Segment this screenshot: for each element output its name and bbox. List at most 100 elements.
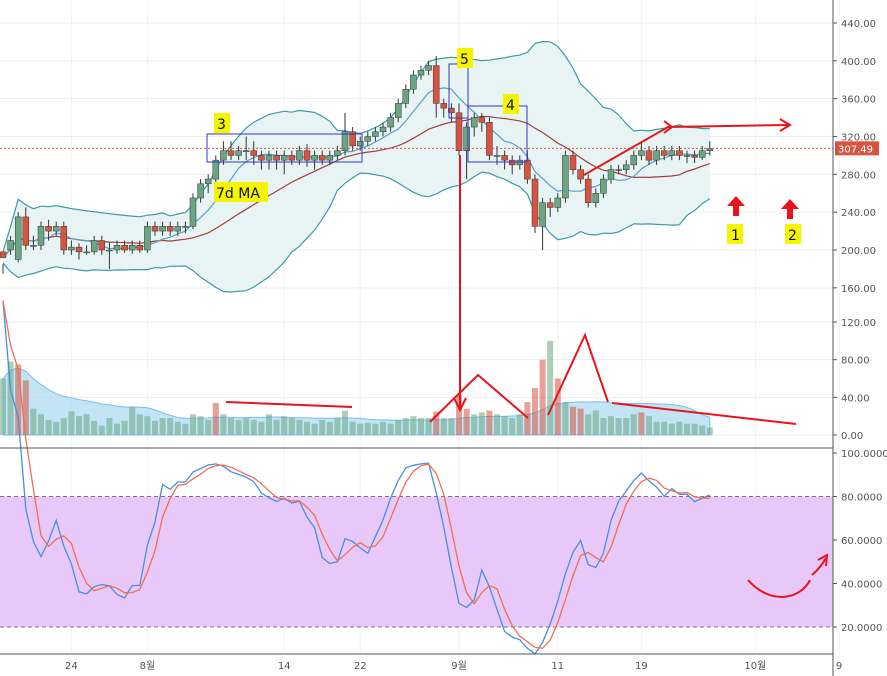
candle-body — [364, 136, 372, 142]
label-2: 2 — [788, 228, 797, 244]
label-4: 4 — [506, 98, 515, 114]
candle-body — [440, 103, 448, 109]
volume-bar — [380, 421, 386, 435]
candle-body — [387, 117, 394, 128]
volume-bar — [691, 423, 698, 435]
volume-bar — [471, 414, 478, 435]
volume-bar — [7, 361, 14, 435]
volume-bar — [326, 421, 333, 435]
candle-body — [151, 226, 159, 232]
volume-bar — [516, 414, 523, 435]
volume-bar — [387, 423, 394, 435]
candle-body — [508, 159, 516, 166]
price-tick-label: 200.00 — [841, 246, 876, 257]
volume-bar — [539, 359, 546, 435]
candle-body — [83, 251, 90, 254]
volume-tick-label: 80.00 — [841, 356, 870, 367]
candle-body — [562, 155, 569, 199]
candle-body — [303, 150, 311, 161]
volume-bar — [364, 422, 371, 435]
candle-body — [516, 159, 524, 166]
candle-body — [417, 70, 425, 76]
candle-body — [14, 216, 22, 260]
candle-body — [212, 159, 220, 180]
bollinger-lower-band — [2, 171, 711, 293]
time-tick-label: 22 — [354, 661, 367, 672]
candle-body — [470, 117, 478, 128]
candle-body — [524, 159, 531, 180]
volume-bar — [342, 410, 348, 435]
candle-body — [242, 150, 250, 152]
candle-body — [166, 226, 174, 232]
candle-body — [52, 226, 60, 232]
candle-body — [349, 131, 356, 147]
volume-bar — [152, 420, 158, 435]
candle-body — [273, 155, 280, 161]
volume-bar — [121, 420, 128, 435]
candle-body — [432, 65, 440, 104]
volume-bar — [440, 418, 447, 435]
candle-body — [189, 197, 197, 227]
candle-body — [60, 226, 68, 251]
candle-body — [425, 65, 432, 71]
volume-bar — [250, 419, 257, 435]
candle-body — [622, 164, 630, 170]
candle-body — [68, 246, 75, 251]
volume-bar — [288, 418, 295, 435]
volume-bar — [653, 421, 660, 435]
candle-body — [0, 251, 7, 258]
volume-bar — [478, 412, 485, 435]
candle-body — [90, 240, 98, 253]
candle-body — [668, 150, 676, 156]
volume-bar — [15, 364, 22, 435]
volume-bar — [83, 414, 90, 435]
candle-body — [144, 226, 151, 251]
candle-body — [121, 245, 128, 251]
price-tick-label: 280.00 — [841, 170, 876, 181]
stoch-tick-label: 20.0000 — [841, 623, 882, 634]
volume-bar — [22, 380, 29, 435]
candle-body — [683, 155, 691, 157]
volume-bar — [395, 419, 402, 435]
volume-bar — [281, 416, 288, 435]
volume-bar — [311, 423, 318, 435]
volume-bar — [668, 423, 675, 435]
volume-bars — [0, 340, 713, 435]
volume-tick-label: 40.00 — [841, 393, 870, 404]
volume-bar — [630, 414, 637, 435]
volume-bar — [357, 423, 364, 435]
label-ma: 7d MA — [216, 186, 260, 202]
volume-bar — [304, 421, 310, 435]
stoch-tick-label: 80.0000 — [841, 493, 882, 504]
time-tick-label: 24 — [65, 661, 78, 672]
candle-body — [235, 150, 242, 156]
volume-bar — [68, 411, 75, 435]
volume-bar — [182, 423, 189, 435]
candle-body — [204, 178, 212, 185]
volume-bar — [60, 418, 67, 435]
volume-bar — [197, 416, 204, 435]
volume-bar — [190, 414, 196, 435]
volume-bar — [509, 418, 516, 435]
time-tick-label: 19 — [635, 661, 648, 672]
candle-body — [30, 245, 37, 247]
candle-body — [75, 246, 83, 253]
candle-body — [698, 150, 706, 158]
volume-bar — [38, 414, 44, 435]
volume-bar — [615, 418, 622, 435]
volume-bar — [167, 418, 174, 435]
candle-body — [592, 193, 600, 203]
volume-bar — [562, 402, 569, 435]
candle-body — [638, 150, 645, 156]
candle-body — [45, 226, 52, 232]
candle-body — [531, 178, 539, 227]
volume-bar — [144, 416, 151, 435]
volume-bar — [106, 418, 113, 435]
price-tick-label: 400.00 — [841, 57, 876, 68]
candle-body — [326, 155, 334, 161]
volume-bar — [243, 418, 250, 435]
candle-body — [197, 183, 204, 199]
candle-body — [607, 169, 615, 180]
candle-body — [227, 150, 235, 156]
